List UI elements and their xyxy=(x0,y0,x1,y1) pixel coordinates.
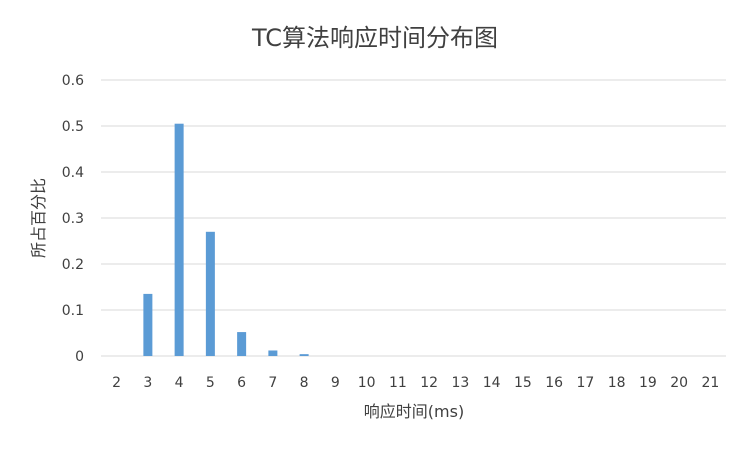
bar-3 xyxy=(143,294,152,356)
x-tick-label: 5 xyxy=(206,375,215,391)
x-tick-label: 17 xyxy=(576,375,594,391)
y-tick-label: 0.3 xyxy=(62,211,84,227)
x-tick-label: 11 xyxy=(389,375,407,391)
x-tick-label: 3 xyxy=(143,375,152,391)
x-tick-label: 21 xyxy=(701,375,719,391)
x-tick-label: 18 xyxy=(608,375,626,391)
bar-7 xyxy=(268,350,277,356)
x-tick-label: 12 xyxy=(420,375,438,391)
y-tick-label: 0.2 xyxy=(62,257,84,273)
chart-title: TC算法响应时间分布图 xyxy=(251,24,498,52)
x-tick-label: 14 xyxy=(483,375,501,391)
x-tick-label: 10 xyxy=(358,375,376,391)
bar-8 xyxy=(300,354,309,356)
bar-4 xyxy=(175,124,184,356)
x-tick-label: 15 xyxy=(514,375,532,391)
x-tick-labels: 2 3 4 5 6 7 8 9 10 11 12 13 14 15 16 17 18 19 20 21 xyxy=(112,375,719,391)
x-tick-label: 2 xyxy=(112,375,121,391)
x-axis-label: 响应时间(ms) xyxy=(364,402,464,421)
x-tick-label: 9 xyxy=(331,375,340,391)
bar-5 xyxy=(206,232,215,356)
bar-6 xyxy=(237,332,246,356)
y-tick-label: 0.6 xyxy=(62,73,84,89)
y-tick-label: 0.1 xyxy=(62,303,84,319)
x-tick-label: 7 xyxy=(268,375,277,391)
y-tick-label: 0.5 xyxy=(62,119,84,135)
x-tick-label: 19 xyxy=(639,375,657,391)
x-tick-label: 8 xyxy=(300,375,309,391)
bars xyxy=(143,124,308,356)
y-axis-label: 所占百分比 xyxy=(29,178,48,258)
y-tick-label: 0.4 xyxy=(62,165,84,181)
x-tick-label: 20 xyxy=(670,375,688,391)
x-tick-label: 4 xyxy=(175,375,184,391)
y-tick-label: 0 xyxy=(75,349,84,365)
gridlines xyxy=(101,80,726,356)
x-tick-label: 6 xyxy=(237,375,246,391)
x-tick-label: 16 xyxy=(545,375,563,391)
y-tick-labels: 0 0.1 0.2 0.3 0.4 0.5 0.6 xyxy=(62,73,84,365)
x-tick-label: 13 xyxy=(451,375,469,391)
